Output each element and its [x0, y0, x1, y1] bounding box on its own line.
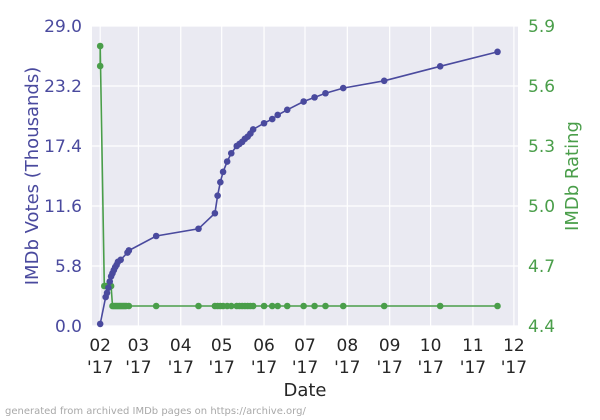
right-tick-label: 5.3	[528, 137, 555, 157]
votes-point	[260, 119, 268, 127]
x-tick-year: '17	[417, 358, 443, 378]
x-tick-month: 10	[420, 336, 442, 356]
rating-point	[227, 302, 235, 310]
rating-point	[300, 302, 307, 310]
left-tick-label: 17.4	[44, 137, 82, 157]
rating-point	[249, 302, 257, 310]
right-tick-label: 5.0	[528, 197, 555, 217]
rating-point	[96, 62, 104, 70]
x-tick-year: '17	[125, 358, 151, 378]
votes-point	[219, 168, 227, 176]
rating-point	[380, 302, 388, 310]
rating-series	[96, 42, 501, 310]
votes-point	[268, 115, 276, 123]
x-axis-ticks: 02'1703'1704'1705'1706'1707'1708'1709'17…	[87, 336, 527, 378]
x-tick-year: '17	[168, 358, 194, 378]
left-tick-label: 0.0	[55, 317, 82, 337]
votes-point	[214, 192, 221, 199]
votes-point	[436, 63, 444, 70]
x-tick-month: 04	[170, 336, 192, 356]
x-tick-month: 09	[379, 336, 401, 356]
votes-point	[380, 77, 388, 85]
votes-point	[103, 289, 111, 297]
rating-point	[311, 302, 318, 310]
x-tick-month: 12	[503, 336, 525, 356]
right-tick-label: 4.4	[528, 317, 555, 337]
right-tick-label: 5.6	[528, 77, 555, 97]
x-tick-month: 03	[128, 336, 150, 356]
votes-point	[494, 48, 501, 56]
votes-point	[311, 94, 318, 101]
right-tick-label: 5.9	[528, 17, 555, 37]
x-tick-month: 05	[211, 336, 233, 356]
x-tick-year: '17	[87, 358, 113, 378]
rating-point	[125, 302, 133, 310]
votes-point	[211, 209, 219, 217]
votes-point	[300, 98, 307, 105]
right-tick-label: 4.7	[528, 257, 555, 277]
right-axis-ticks: 4.4 4.7 5.0 5.3 5.6 5.9	[528, 17, 555, 337]
left-axis-ticks: 0.0 5.8 11.6 17.4 23.2 29.0	[44, 17, 82, 337]
x-tick-year: '17	[376, 358, 402, 378]
left-tick-label: 29.0	[44, 17, 82, 37]
votes-point	[223, 158, 231, 165]
votes-point	[125, 247, 133, 254]
footer-note: generated from archived IMDb pages on ht…	[5, 406, 306, 417]
rating-point	[260, 302, 268, 310]
votes-point	[106, 278, 114, 285]
x-tick-month: 08	[337, 336, 359, 356]
votes-point	[105, 284, 112, 292]
rating-point	[283, 302, 291, 310]
rating-point	[494, 302, 501, 310]
votes-point	[283, 106, 291, 114]
rating-point	[339, 302, 347, 310]
right-axis-label: IMDb Rating	[562, 121, 583, 231]
x-tick-year: '17	[209, 358, 235, 378]
x-tick-year: '17	[292, 358, 318, 378]
left-tick-label: 11.6	[44, 197, 82, 217]
rating-point	[322, 302, 329, 310]
left-tick-label: 23.2	[44, 77, 82, 97]
votes-point	[274, 111, 281, 119]
rating-point	[152, 302, 160, 310]
x-tick-year: '17	[501, 358, 527, 378]
rating-point	[274, 302, 281, 310]
votes-point	[339, 84, 347, 92]
x-tick-year: '17	[460, 358, 486, 378]
votes-point	[117, 256, 124, 264]
votes-point	[249, 126, 257, 133]
x-tick-month: 11	[462, 336, 484, 356]
x-tick-year: '17	[251, 358, 277, 378]
rating-point	[96, 42, 104, 50]
votes-point	[195, 225, 202, 233]
rating-point	[268, 302, 276, 310]
left-axis-label: IMDb Votes (Thousands)	[22, 67, 43, 286]
votes-point	[227, 149, 235, 157]
votes-point	[96, 320, 104, 328]
x-tick-month: 06	[253, 336, 275, 356]
rating-point	[195, 302, 202, 310]
x-tick-month: 02	[89, 336, 111, 356]
votes-series	[96, 48, 501, 328]
left-tick-label: 5.8	[55, 257, 82, 277]
votes-point	[152, 232, 160, 240]
votes-point	[322, 89, 329, 97]
votes-point	[217, 178, 224, 186]
x-tick-year: '17	[334, 358, 360, 378]
x-tick-month: 07	[294, 336, 316, 356]
x-axis-label: Date	[283, 380, 326, 401]
rating-point	[436, 302, 444, 310]
